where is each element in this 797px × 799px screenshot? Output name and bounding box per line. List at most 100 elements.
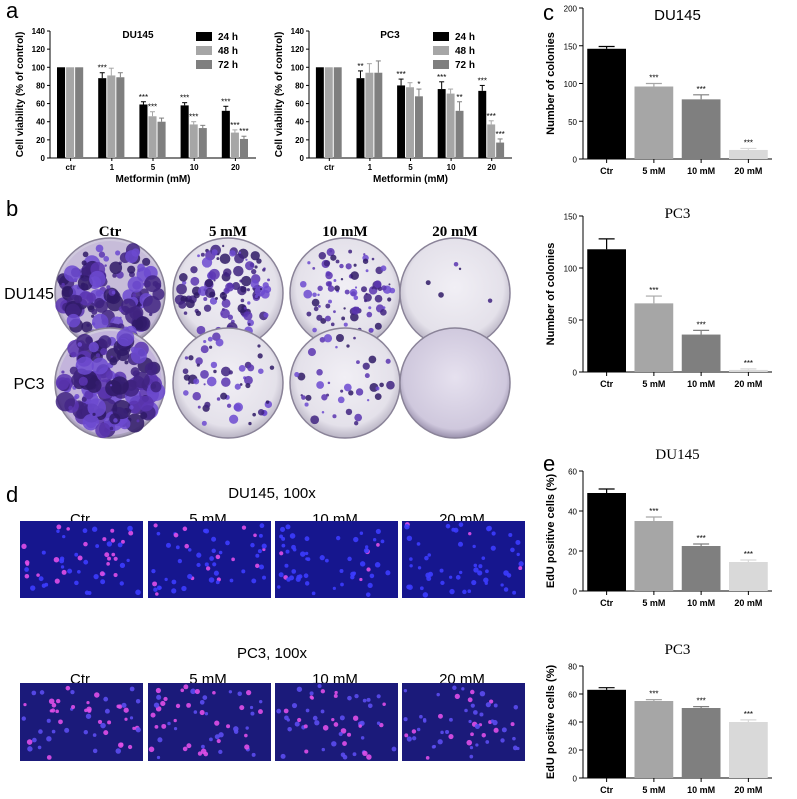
colony-dot xyxy=(78,291,94,306)
cell-nucleus xyxy=(201,744,205,749)
cell-nucleus xyxy=(117,742,124,748)
colony-dot xyxy=(348,390,354,396)
cell-nucleus xyxy=(483,577,489,583)
colony-dot xyxy=(222,244,225,248)
colony-dot xyxy=(258,368,264,374)
x-tick-label: 10 mM xyxy=(687,379,715,389)
cell-nucleus xyxy=(258,709,263,715)
colony-dot xyxy=(343,307,346,310)
dish-column-header: 10 mM xyxy=(322,224,367,240)
cell-nucleus xyxy=(331,741,337,747)
colony-dot xyxy=(232,282,241,291)
cell-nucleus xyxy=(36,573,40,577)
colony-dot xyxy=(119,316,122,320)
charts-layer: 020406080100120140ctr***1******5******10… xyxy=(15,5,772,795)
cell-nucleus xyxy=(333,722,339,727)
colony-dot xyxy=(269,365,275,370)
colony-dot xyxy=(135,316,151,332)
significance-label: ** xyxy=(357,62,363,71)
colony-dot xyxy=(183,374,191,381)
cell-nucleus xyxy=(470,703,475,708)
chart-title: DU145 xyxy=(122,30,154,41)
colony-dot xyxy=(109,384,113,387)
colony-dot xyxy=(373,280,382,288)
cell-nucleus xyxy=(516,746,520,751)
significance-label: *** xyxy=(649,286,658,295)
cell-nucleus xyxy=(376,694,381,699)
cell-nucleus xyxy=(510,722,515,727)
colony-dot xyxy=(254,265,258,269)
y-tick-label: 60 xyxy=(295,100,304,109)
y-tick-label: 20 xyxy=(295,136,304,145)
cell-nucleus xyxy=(485,740,490,744)
colony-dot xyxy=(263,312,269,318)
colony-dot xyxy=(69,366,78,375)
colony-dot xyxy=(178,273,188,282)
cell-nucleus xyxy=(338,731,343,737)
colony-dot xyxy=(380,265,387,272)
cell-nucleus xyxy=(403,688,408,693)
colony-dot xyxy=(379,382,384,388)
significance-label: *** xyxy=(744,359,753,368)
cell-nucleus xyxy=(468,531,472,536)
cell-nucleus xyxy=(249,705,254,710)
edu-image-background xyxy=(402,683,525,761)
y-tick-label: 120 xyxy=(32,45,46,54)
cell-nucleus xyxy=(245,726,249,730)
bar xyxy=(57,67,66,158)
colony-dot xyxy=(203,304,212,312)
cell-nucleus xyxy=(309,691,314,696)
cell-nucleus xyxy=(285,524,291,530)
cell-nucleus xyxy=(205,566,211,571)
colony-dot xyxy=(110,355,113,358)
cell-nucleus xyxy=(173,532,179,538)
cell-nucleus xyxy=(27,746,33,752)
cell-nucleus xyxy=(416,542,421,546)
cell-nucleus xyxy=(244,733,248,738)
y-tick-label: 0 xyxy=(573,156,578,165)
cell-nucleus xyxy=(437,713,443,719)
legend-swatch xyxy=(433,46,449,55)
chart-title: PC3 xyxy=(665,642,691,658)
cell-nucleus xyxy=(336,535,341,541)
colony-dot xyxy=(316,369,323,376)
colony-dot xyxy=(216,257,220,261)
colony-dot xyxy=(75,356,94,375)
cell-nucleus xyxy=(214,720,220,726)
colony-dot xyxy=(306,311,312,317)
cell-nucleus xyxy=(303,573,309,579)
bar xyxy=(116,77,125,158)
colony-dot xyxy=(245,261,255,271)
colony-dot xyxy=(109,261,123,275)
cell-nucleus xyxy=(182,526,188,532)
cell-nucleus xyxy=(107,720,112,725)
colony-dot xyxy=(137,263,145,272)
edu-image-background xyxy=(148,683,271,761)
bar xyxy=(406,87,414,158)
colony-dot xyxy=(263,285,272,294)
colony-dot xyxy=(63,265,81,282)
bar xyxy=(446,93,455,158)
cell-nucleus xyxy=(409,557,413,561)
cell-nucleus xyxy=(119,562,126,569)
dish-row-header: PC3 xyxy=(13,376,44,393)
cell-nucleus xyxy=(452,685,457,690)
cell-nucleus xyxy=(197,751,203,756)
colony-dot xyxy=(215,296,218,300)
cell-nucleus xyxy=(251,578,257,584)
cell-nucleus xyxy=(74,552,79,557)
colony-dot xyxy=(326,248,335,257)
cell-nucleus xyxy=(515,539,521,545)
cell-nucleus xyxy=(55,698,61,704)
cell-nucleus xyxy=(304,551,309,556)
cell-nucleus xyxy=(262,575,267,580)
edu-image xyxy=(148,521,271,598)
cell-nucleus xyxy=(160,700,166,707)
significance-label: *** xyxy=(437,73,446,82)
colony-dot xyxy=(233,265,244,277)
cell-nucleus xyxy=(449,588,455,595)
x-axis-label: Metformin (mM) xyxy=(116,174,191,185)
colony-dot xyxy=(356,360,360,365)
cell-nucleus xyxy=(280,526,286,532)
edu-image-background xyxy=(20,683,143,761)
